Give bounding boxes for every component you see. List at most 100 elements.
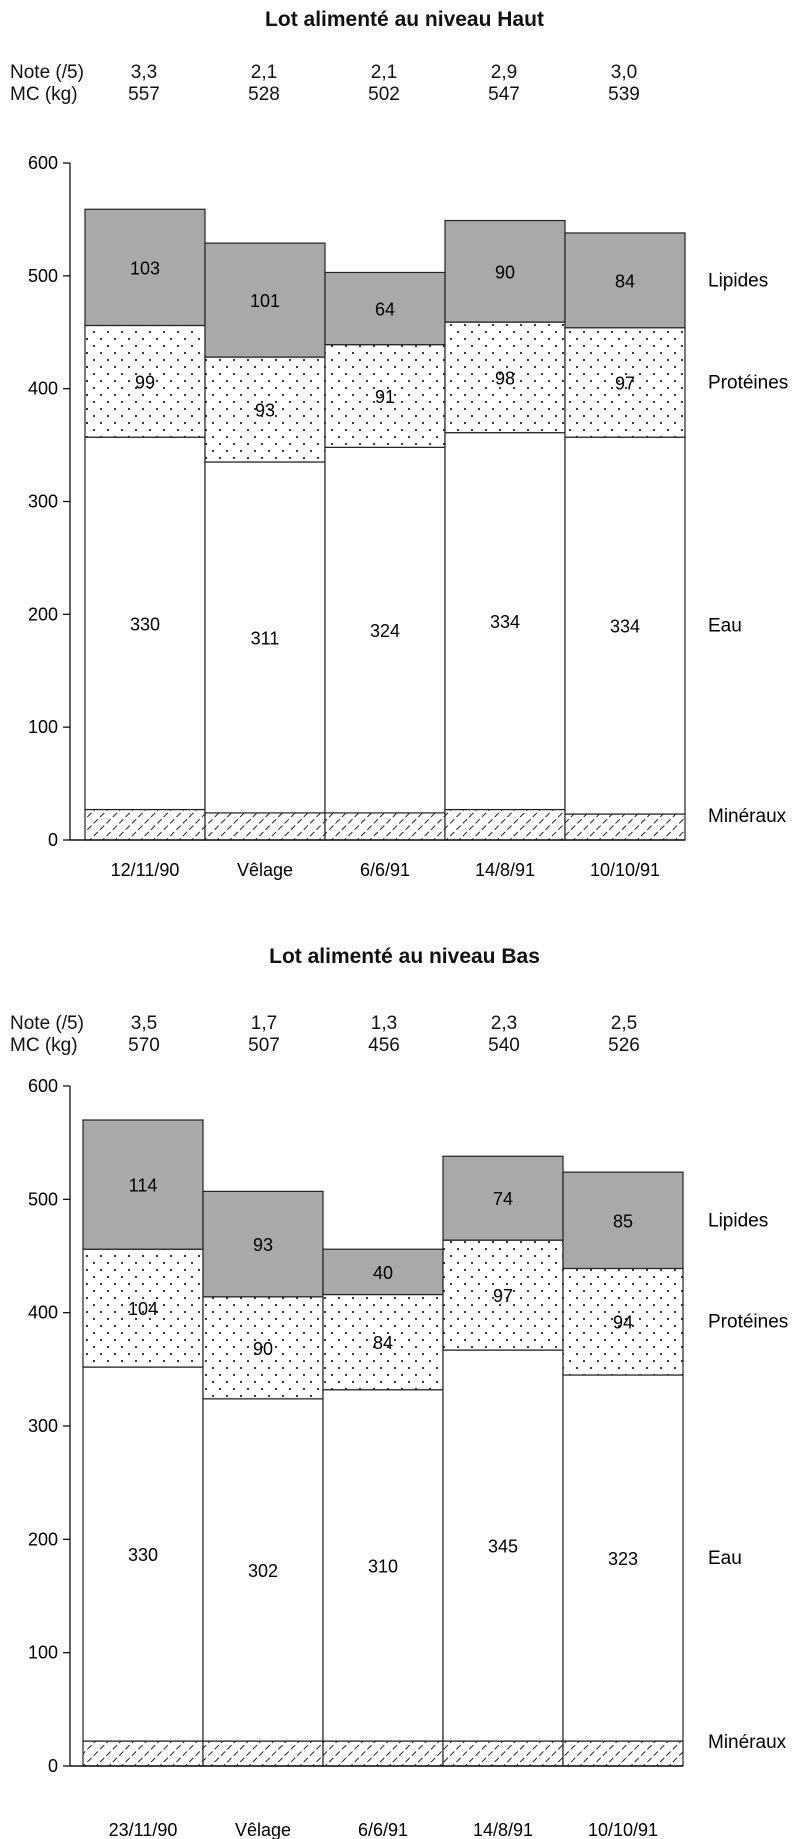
bar-segment-mineraux <box>202 1740 324 1767</box>
data-label: 93 <box>253 1235 273 1255</box>
note-value: 2,1 <box>370 62 398 83</box>
bar-segment-eau <box>84 436 206 811</box>
x-tick-label: 6/6/91 <box>360 860 410 880</box>
note-value: 3,0 <box>610 62 638 83</box>
y-tick-label: 500 <box>28 1189 58 1209</box>
bar-segment-proteines <box>442 1239 564 1351</box>
data-label: 103 <box>130 258 160 278</box>
x-tick-label: 14/8/91 <box>475 860 535 880</box>
bar-segment-proteines <box>82 1248 204 1368</box>
y-tick-label: 300 <box>28 1416 58 1436</box>
data-label: 324 <box>370 621 400 641</box>
bar-segment-lipides <box>84 208 206 327</box>
mc-row-label: MC (kg) <box>10 84 78 105</box>
legend-mineraux: Minéraux <box>708 806 787 827</box>
data-label: 98 <box>495 368 515 388</box>
bar-segment-mineraux <box>82 1740 204 1767</box>
bar-segment-mineraux <box>84 808 206 841</box>
bar-segment-lipides <box>82 1119 204 1250</box>
bar-segment-proteines <box>562 1267 684 1376</box>
note-value: 1,7 <box>250 1013 278 1034</box>
chart-title: Lot alimenté au niveau Haut <box>265 8 544 31</box>
mc-value: 539 <box>608 84 640 105</box>
data-label: 90 <box>495 262 515 282</box>
note-value: 3,5 <box>130 1013 158 1034</box>
legend-mineraux: Minéraux <box>708 1732 787 1753</box>
y-tick-label: 0 <box>48 830 58 850</box>
mc-value: 557 <box>128 84 160 105</box>
bar-segment-mineraux <box>324 812 446 841</box>
bar-segment-mineraux <box>442 1740 564 1767</box>
note-row-label: Note (/5) <box>10 62 84 83</box>
bar-segment-eau <box>324 446 446 814</box>
data-label: 99 <box>135 372 155 392</box>
bar-segment-mineraux <box>564 813 686 841</box>
bar-segment-mineraux <box>444 808 566 841</box>
legend-lipides: Lipides <box>708 1210 768 1231</box>
x-tick-label: 23/11/90 <box>109 1820 178 1839</box>
chart-panel-haut: Lot alimenté au niveau Haut Note (/5) MC… <box>10 8 788 880</box>
legend-eau: Eau <box>708 616 742 637</box>
note-value: 2,3 <box>490 1013 518 1034</box>
mc-value: 526 <box>608 1035 640 1056</box>
x-tick-label: 10/10/91 <box>588 1820 658 1839</box>
mc-value: 456 <box>368 1035 400 1056</box>
stacked-bar-chart: 0 100 200 300 400 500 600 330 104 114 23/11/90 302 9… <box>28 1076 788 1839</box>
bar-segment-lipides <box>442 1155 564 1241</box>
bar-segment-lipides <box>444 219 566 323</box>
data-label: 311 <box>251 628 280 648</box>
mc-value: 540 <box>488 1035 520 1056</box>
x-tick-label: 12/11/90 <box>111 860 180 880</box>
x-tick-label: 6/6/91 <box>358 1820 408 1839</box>
data-label: 97 <box>493 1286 513 1306</box>
mc-value: 570 <box>128 1035 160 1056</box>
y-tick-label: 100 <box>28 1643 58 1663</box>
data-label: 40 <box>373 1263 393 1283</box>
data-label: 90 <box>253 1339 273 1359</box>
data-label: 85 <box>613 1211 633 1231</box>
y-tick-label: 500 <box>28 266 58 286</box>
bar-segment-eau <box>322 1389 444 1742</box>
note-value: 2,5 <box>610 1013 638 1034</box>
data-label: 101 <box>250 291 280 311</box>
note-value: 1,3 <box>370 1013 398 1034</box>
legend-proteines: Protéines <box>708 1312 788 1333</box>
data-label: 334 <box>490 612 520 632</box>
data-label: 302 <box>248 1561 278 1581</box>
note-value: 2,9 <box>490 62 518 83</box>
legend-eau: Eau <box>708 1548 742 1569</box>
data-label: 104 <box>128 1299 158 1319</box>
legend-lipides: Lipides <box>708 270 768 291</box>
bar-segment-lipides <box>562 1171 684 1270</box>
data-label: 64 <box>375 300 395 320</box>
x-tick-label: 14/8/91 <box>473 1820 533 1839</box>
bar-segment-lipides <box>564 232 686 329</box>
bar-segment-lipides <box>202 1190 324 1298</box>
data-label: 74 <box>493 1189 513 1209</box>
data-label: 97 <box>615 373 635 393</box>
bar-segment-mineraux <box>204 812 326 841</box>
y-tick-label: 200 <box>28 1529 58 1549</box>
legend-proteines: Protéines <box>708 372 788 393</box>
data-label: 84 <box>615 271 635 291</box>
data-label: 94 <box>613 1313 633 1333</box>
mc-value: 502 <box>368 84 400 105</box>
bar-segment-lipides <box>322 1248 444 1296</box>
data-label: 323 <box>608 1549 638 1569</box>
bar-segment-lipides <box>204 242 326 358</box>
note-value: 3,3 <box>130 62 158 83</box>
stacked-bar-chart: 0 100 200 300 400 500 600 330 99 103 12/11/90 311 93… <box>28 153 788 880</box>
chart-title: Lot alimenté au niveau Bas <box>269 945 540 968</box>
x-tick-label: Vêlage <box>235 1820 291 1839</box>
bar-segment-mineraux <box>562 1740 684 1767</box>
x-tick-label: 10/10/91 <box>590 860 660 880</box>
bar-segment-proteines <box>324 344 446 448</box>
bar-segment-mineraux <box>322 1740 444 1767</box>
data-label: 91 <box>375 387 395 407</box>
note-row-label: Note (/5) <box>10 1013 84 1034</box>
chart-panel-bas: Lot alimenté au niveau Bas Note (/5) MC … <box>0 945 809 1839</box>
bar-segment-eau <box>564 436 686 815</box>
y-tick-label: 0 <box>48 1756 58 1776</box>
y-tick-label: 400 <box>28 379 58 399</box>
bar-segment-eau <box>444 432 566 811</box>
